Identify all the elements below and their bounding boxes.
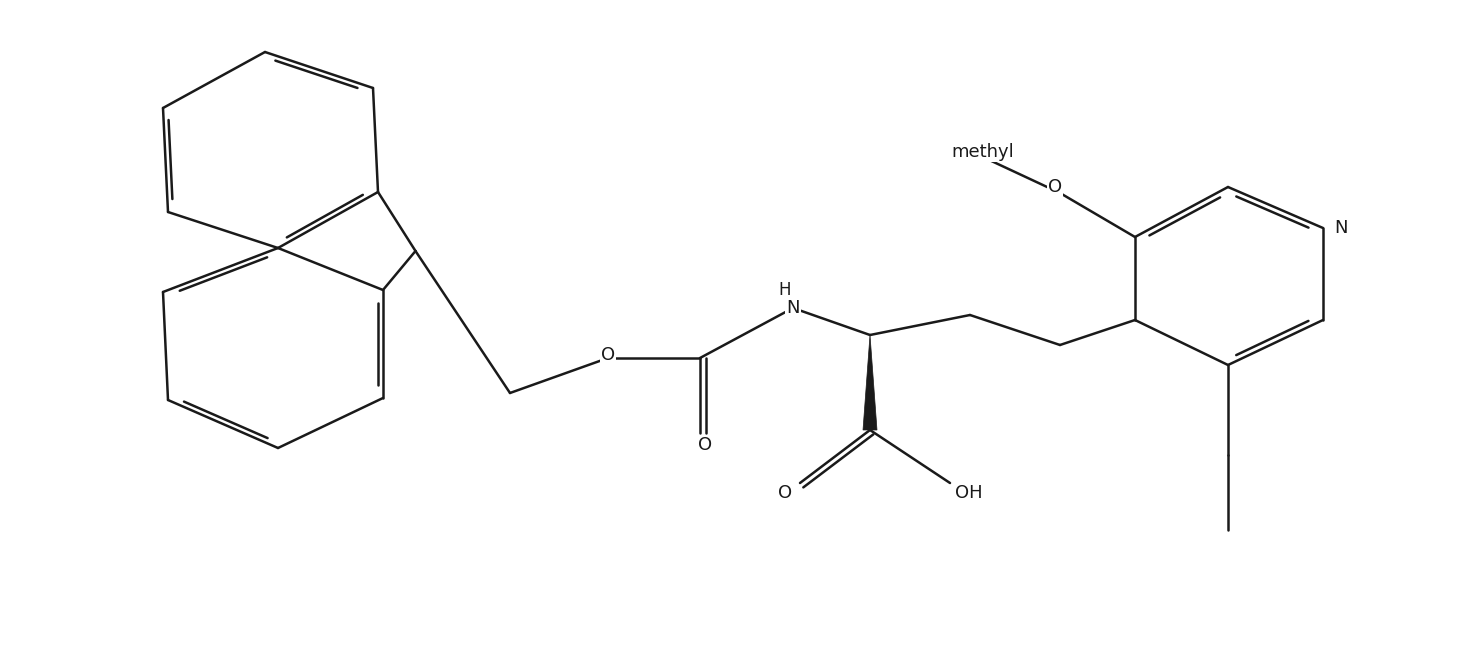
Text: N: N	[1334, 219, 1348, 237]
Text: O: O	[601, 346, 615, 364]
Polygon shape	[863, 335, 877, 430]
Text: methyl: methyl	[952, 143, 1014, 161]
Text: O: O	[698, 436, 711, 454]
Text: O: O	[1048, 178, 1063, 196]
Text: O: O	[778, 484, 793, 502]
Text: N: N	[787, 299, 800, 317]
Text: OH: OH	[955, 484, 983, 502]
Text: H: H	[779, 281, 791, 299]
